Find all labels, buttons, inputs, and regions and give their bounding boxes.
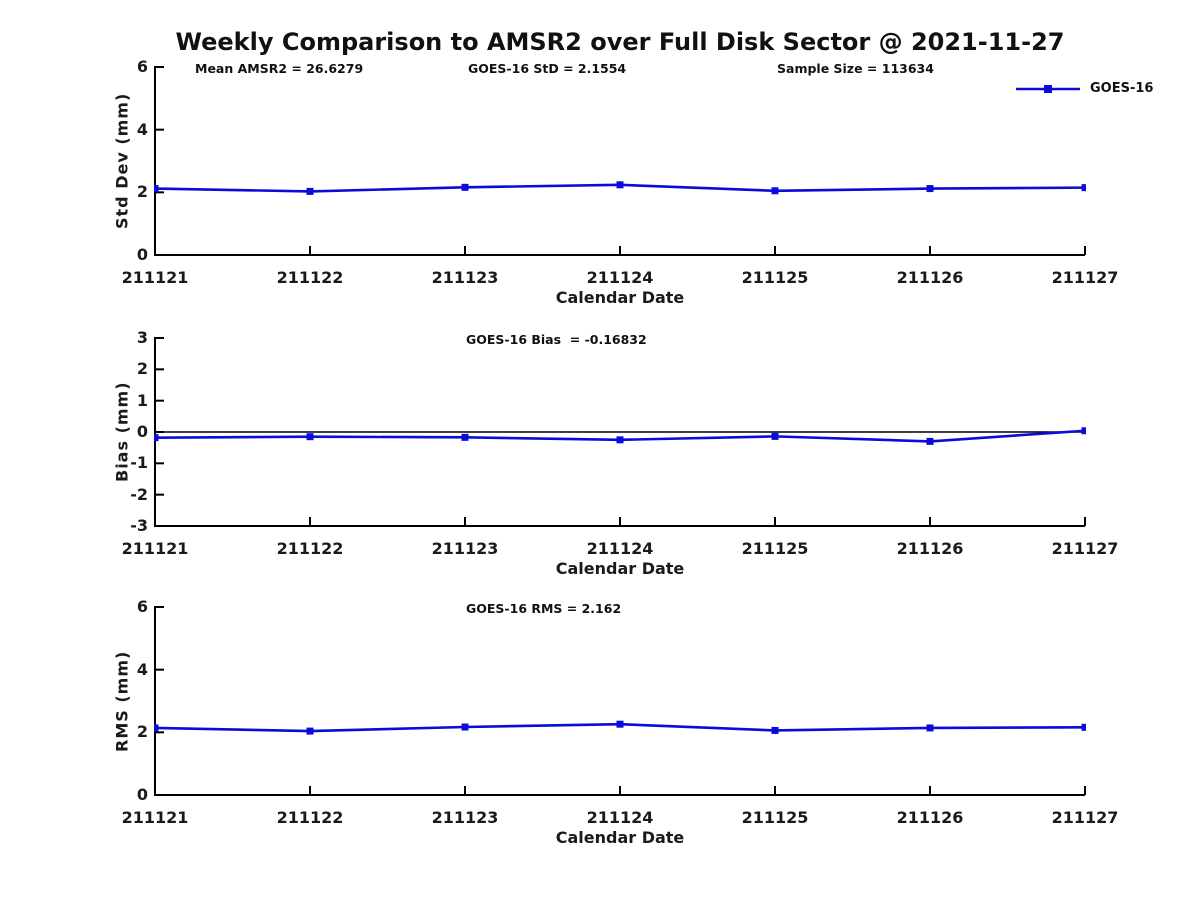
y-tick-label: 0 — [136, 785, 148, 804]
chart-title: Weekly Comparison to AMSR2 over Full Dis… — [175, 28, 1065, 56]
annotation-mean-amsr2: Mean AMSR2 = 26.6279 — [195, 61, 364, 76]
x-tick-label: 211127 — [1051, 539, 1119, 558]
y-axis-label-rms: RMS (mm) — [112, 650, 132, 752]
y-tick-label: 6 — [136, 57, 148, 76]
rms-line-chart — [154, 606, 1086, 796]
x-tick-label: 211123 — [431, 808, 499, 827]
x-tick-label: 211126 — [896, 808, 964, 827]
x-axis-ticks: 211121 211122 211123 211124 211125 21112… — [122, 808, 1119, 828]
legend-line-marker-icon — [1016, 85, 1080, 93]
x-axis-ticks: 211121 211122 211123 211124 211125 21112… — [122, 268, 1119, 288]
plot-area-bias — [154, 337, 1086, 527]
x-tick-label: 211127 — [1051, 268, 1119, 287]
y-tick-label: -2 — [130, 485, 148, 504]
annotation-goes16-std: GOES-16 StD = 2.1554 — [468, 61, 627, 76]
plot-area-stddev — [154, 66, 1086, 256]
plot-area-rms — [154, 606, 1086, 796]
x-tick-label: 211121 — [121, 268, 189, 287]
x-tick-label: 211123 — [431, 539, 499, 558]
bias-line-chart — [154, 337, 1086, 527]
annotation-sample-size: Sample Size = 113634 — [777, 61, 934, 76]
annotation-goes16-bias: GOES-16 Bias = -0.16832 — [466, 332, 647, 347]
y-tick-label: 2 — [136, 722, 148, 741]
x-axis-label: Calendar Date — [555, 559, 685, 578]
y-tick-label: 3 — [136, 328, 148, 347]
x-tick-label: 211121 — [121, 539, 189, 558]
y-tick-label: 4 — [136, 660, 148, 679]
x-tick-label: 211121 — [121, 808, 189, 827]
stddev-line-chart — [154, 66, 1086, 256]
x-tick-label: 211126 — [896, 539, 964, 558]
y-tick-label: 0 — [136, 422, 148, 441]
x-tick-label: 211127 — [1051, 808, 1119, 827]
y-tick-label: 0 — [136, 245, 148, 264]
x-tick-label: 211126 — [896, 268, 964, 287]
x-axis-ticks: 211121 211122 211123 211124 211125 21112… — [122, 539, 1119, 559]
legend-label: GOES-16 — [1090, 81, 1154, 96]
x-axis-label: Calendar Date — [555, 288, 685, 307]
x-axis-label: Calendar Date — [555, 828, 685, 847]
y-tick-label: 6 — [136, 597, 148, 616]
x-tick-label: 211122 — [276, 268, 344, 287]
y-tick-label: -1 — [130, 453, 148, 472]
x-tick-label: 211124 — [586, 808, 654, 827]
annotation-goes16-rms: GOES-16 RMS = 2.162 — [466, 601, 622, 616]
x-tick-label: 211122 — [276, 808, 344, 827]
x-tick-label: 211125 — [741, 268, 809, 287]
y-tick-label: 2 — [136, 359, 148, 378]
x-tick-label: 211124 — [586, 268, 654, 287]
y-tick-label: 1 — [136, 391, 148, 410]
y-tick-label: 2 — [136, 182, 148, 201]
x-tick-label: 211123 — [431, 268, 499, 287]
y-tick-label: -3 — [130, 516, 148, 535]
x-tick-label: 211125 — [741, 808, 809, 827]
y-tick-label: 4 — [136, 120, 148, 139]
y-axis-label-stddev: Std Dev (mm) — [112, 92, 132, 230]
x-tick-label: 211125 — [741, 539, 809, 558]
x-tick-label: 211124 — [586, 539, 654, 558]
x-tick-label: 211122 — [276, 539, 344, 558]
